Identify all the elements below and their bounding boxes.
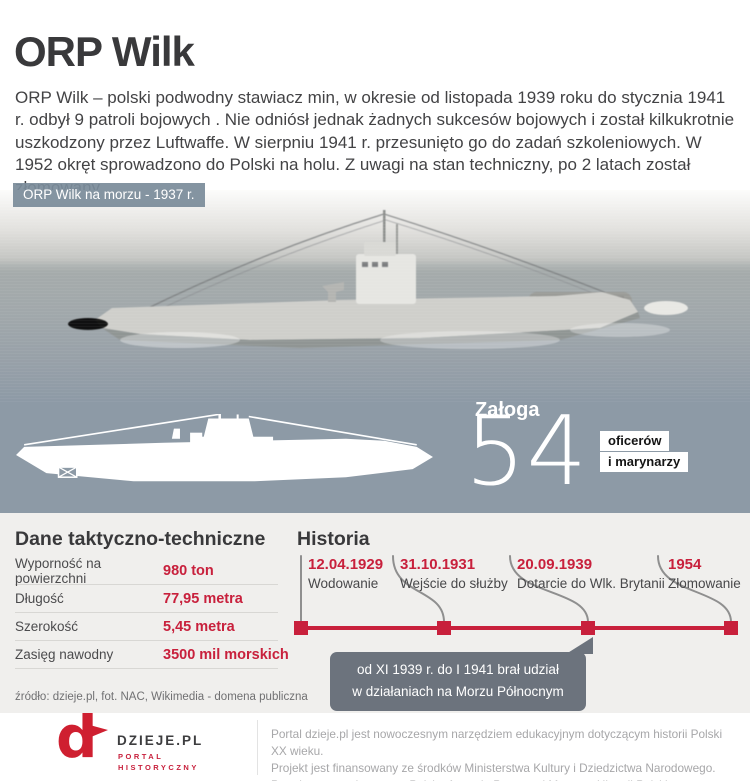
specs-heading: Dane taktyczno-techniczne (15, 528, 266, 550)
specs-table: Wyporność na powierzchni 980 ton Długość… (15, 555, 289, 669)
callout-line2: w działaniach na Morzu Północnym (352, 683, 564, 699)
crew-units: oficerów i marynarzy (600, 431, 689, 473)
event-date: 20.09.1939 (517, 556, 593, 573)
spec-label: Wyporność na powierzchni (15, 555, 102, 586)
table-row: Szerokość 5,45 metra (15, 613, 278, 641)
timeline-node (724, 621, 738, 635)
timeline-event: 12.04.1929 Wodowanie (308, 556, 383, 591)
photo-caption: ORP Wilk na morzu - 1937 r. (13, 183, 205, 207)
footer-line: Portal tworzony jest przez Polską Agencj… (271, 777, 741, 781)
footer: d DZIEJE.PL PORTAL HISTORYCZNY Portal dz… (0, 708, 750, 781)
event-date: 12.04.1929 (308, 556, 384, 573)
brand-tagline-portal: PORTAL (118, 752, 164, 761)
crew-label: Załoga (475, 399, 540, 421)
timeline-event: 31.10.1931 Wejście do służby (400, 556, 508, 591)
event-label: Wejście do służby (400, 576, 508, 591)
timeline-node (294, 621, 308, 635)
spec-value: 3500 mil morskich (163, 646, 289, 663)
crew-stat: Załoga 54 oficerów i marynarzy (390, 397, 750, 513)
history-callout: od XI 1939 r. do I 1941 brał udział w dz… (330, 652, 586, 711)
submarine-silhouette (16, 414, 433, 482)
history-heading: Historia (297, 528, 370, 550)
timeline-node (437, 621, 451, 635)
event-date: 1954 (668, 556, 702, 573)
table-row: Długość 77,95 metra (15, 585, 278, 613)
timeline-event: 1954 Złomowanie (668, 556, 741, 591)
event-label: Wodowanie (308, 576, 379, 591)
footer-divider (257, 720, 258, 775)
timeline-axis (301, 626, 737, 630)
timeline-event: 20.09.1939 Dotarcie do Wlk. Brytanii (517, 556, 665, 591)
bow-flag-icon (57, 466, 78, 478)
timeline-node (581, 621, 595, 635)
event-label: Złomowanie (668, 576, 741, 591)
crew-unit-line1: oficerów (600, 431, 670, 451)
source-credit: źródło: dzieje.pl, fot. NAC, Wikimedia -… (15, 691, 308, 703)
footer-line: Projekt jest finansowany ze środków Mini… (271, 760, 716, 775)
spec-value: 77,95 metra (163, 590, 243, 607)
dzieje-logo-icon: d (56, 708, 110, 772)
brand-name: DZIEJE.PL (117, 733, 204, 748)
intro-paragraph: ORP Wilk – polski podwodny stawiacz min,… (15, 88, 735, 197)
spec-label: Długość (15, 591, 64, 606)
spec-label: Zasięg nawodny (15, 647, 114, 662)
data-section: Dane taktyczno-techniczne Wyporność na p… (0, 513, 750, 713)
table-row: Wyporność na powierzchni 980 ton (15, 555, 278, 586)
spec-value: 5,45 metra (163, 618, 235, 635)
spec-value: 980 ton (163, 562, 214, 579)
table-row: Zasięg nawodny 3500 mil morskich (15, 641, 289, 669)
event-label: Dotarcie do Wlk. Brytanii (517, 576, 665, 591)
footer-description: Portal dzieje.pl jest nowoczesnym narzęd… (271, 726, 741, 781)
brand-tagline-historyczny: HISTORYCZNY (118, 763, 199, 772)
crew-band: Załoga 54 oficerów i marynarzy (0, 397, 750, 513)
crew-count: 54 (465, 397, 588, 507)
callout-line1: od XI 1939 r. do I 1941 brał udział (357, 662, 559, 677)
timeline-connectors (300, 555, 732, 623)
crew-unit-line2: i marynarzy (600, 452, 689, 472)
submarine-photo-illustration (68, 210, 688, 349)
spec-label: Szerokość (15, 619, 79, 634)
event-date: 31.10.1931 (400, 556, 476, 573)
footer-line: Portal dzieje.pl jest nowoczesnym narzęd… (271, 727, 723, 758)
submarine-photo (0, 190, 750, 402)
page-title: ORP Wilk (14, 28, 195, 75)
